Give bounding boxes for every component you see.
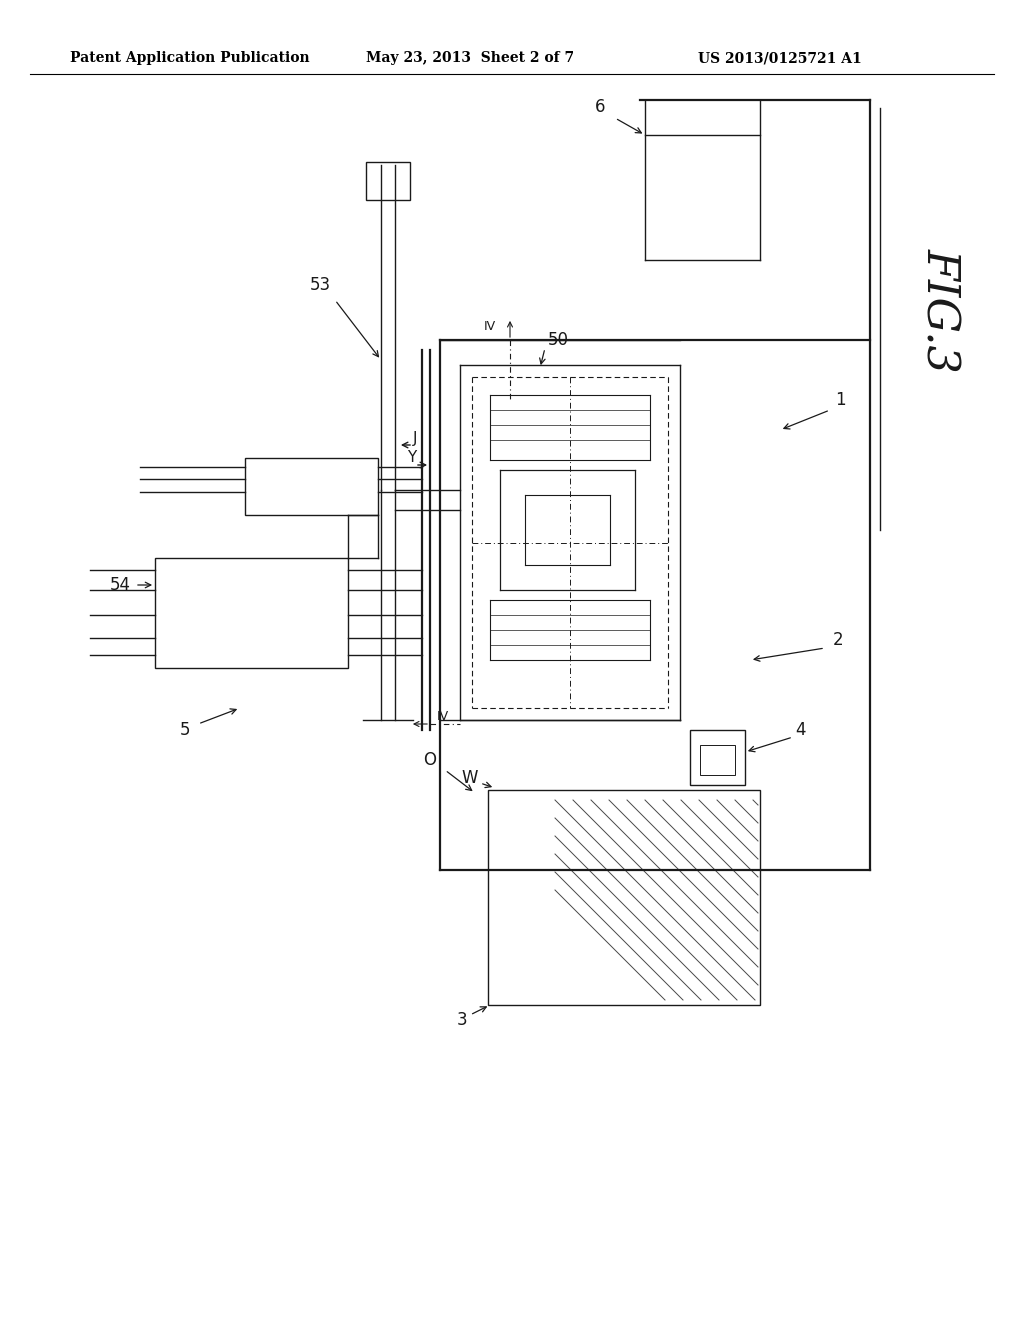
Bar	[155, 558, 348, 668]
Text: Patent Application Publication: Patent Application Publication	[71, 51, 310, 65]
Text: 53: 53	[309, 276, 331, 294]
Bar	[700, 744, 735, 775]
Text: IV: IV	[484, 319, 496, 333]
Text: 1: 1	[835, 391, 846, 409]
Bar	[488, 789, 760, 1005]
Text: 54: 54	[110, 576, 130, 594]
Text: O: O	[424, 751, 436, 770]
Text: Y: Y	[408, 450, 417, 466]
Text: IV: IV	[437, 710, 450, 722]
Text: W: W	[462, 770, 478, 787]
Bar	[690, 730, 745, 785]
Text: FIG.3: FIG.3	[919, 248, 962, 372]
Bar	[245, 458, 378, 515]
Text: 5: 5	[180, 721, 190, 739]
Text: 50: 50	[548, 331, 568, 348]
Bar	[366, 162, 410, 201]
Text: May 23, 2013  Sheet 2 of 7: May 23, 2013 Sheet 2 of 7	[366, 51, 574, 65]
Text: 2: 2	[833, 631, 844, 649]
Text: 6: 6	[595, 98, 605, 116]
Text: J: J	[413, 430, 417, 446]
Text: US 2013/0125721 A1: US 2013/0125721 A1	[698, 51, 862, 65]
Text: 3: 3	[457, 1011, 467, 1030]
Text: 4: 4	[795, 721, 805, 739]
